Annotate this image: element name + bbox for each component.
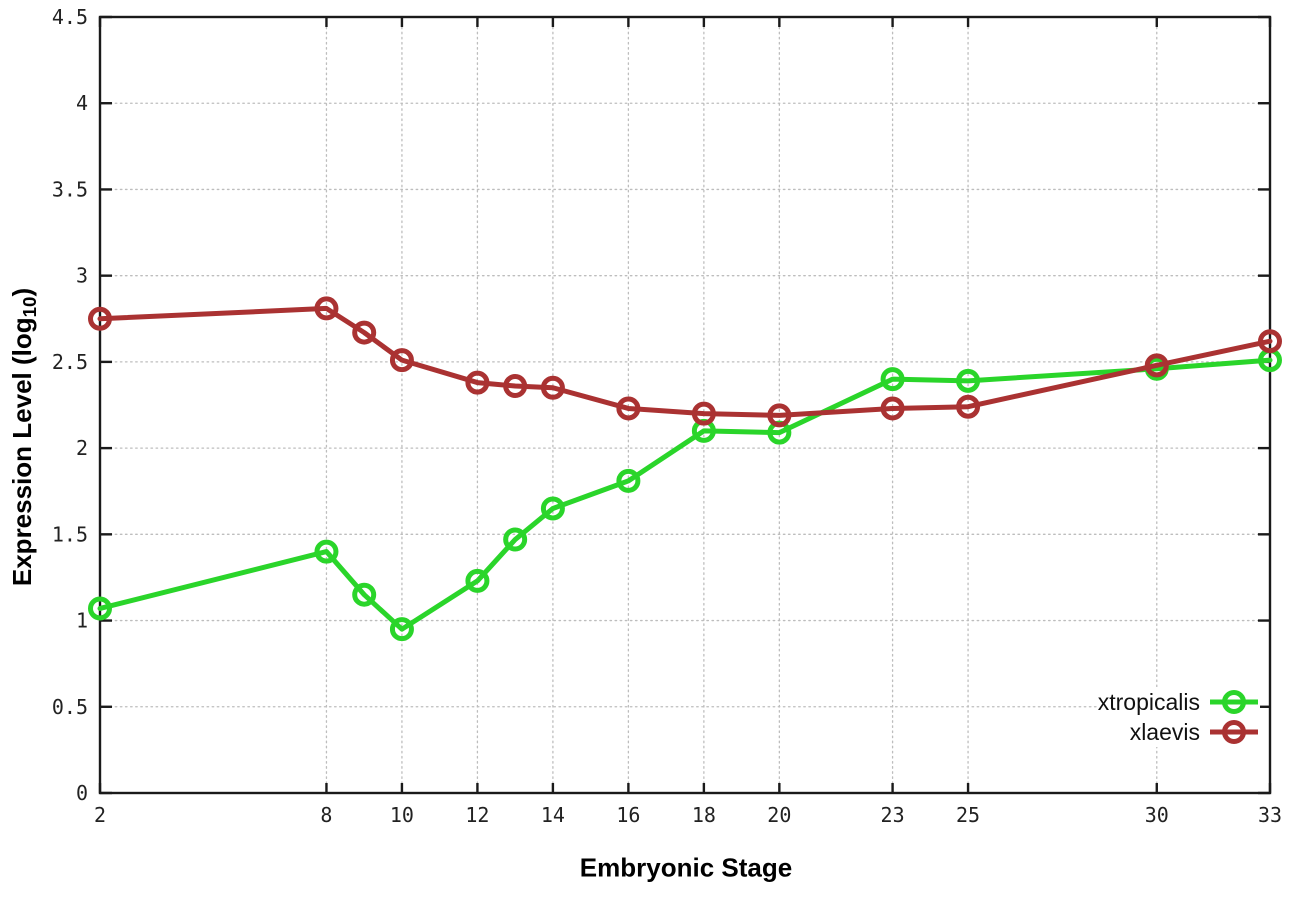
data-point-xlaevis xyxy=(88,306,112,331)
legend-label-xtropicalis: xtropicalis xyxy=(1097,688,1200,715)
x-tick-label: 18 xyxy=(692,803,716,827)
y-tick-label: 2 xyxy=(76,436,88,460)
x-tick-label: 23 xyxy=(881,803,905,827)
data-point-xtropicalis xyxy=(465,568,490,593)
data-point-xtropicalis xyxy=(616,468,641,493)
x-axis-label: Embryonic Stage xyxy=(579,852,793,883)
legend: xtropicalis xlaevis xyxy=(1097,687,1260,747)
data-point-xtropicalis xyxy=(880,367,905,392)
data-point-xtropicalis xyxy=(540,496,565,521)
data-point-xtropicalis xyxy=(503,527,528,552)
y-axis-label-text: Expression Level (log xyxy=(6,317,37,587)
data-point-xlaevis xyxy=(314,296,339,321)
data-point-xlaevis xyxy=(616,396,641,421)
legend-item-xlaevis: xlaevis xyxy=(1130,717,1260,747)
data-point-xlaevis xyxy=(956,394,981,419)
x-tick-label: 8 xyxy=(320,803,332,827)
legend-marker-icon-xtropicalis xyxy=(1210,690,1258,714)
data-point-xtropicalis xyxy=(314,539,339,564)
y-tick-label: 2.5 xyxy=(52,350,88,374)
y-tick-label: 1 xyxy=(76,609,88,633)
x-tick-label: 16 xyxy=(616,803,640,827)
x-tick-label: 10 xyxy=(390,803,414,827)
data-point-xlaevis xyxy=(1144,353,1169,378)
tick-marks xyxy=(98,15,1272,795)
y-axis-label: Expression Level (log10) xyxy=(7,288,41,586)
y-tick-label: 3.5 xyxy=(52,177,88,201)
plot-border xyxy=(98,15,1272,795)
x-tick-label: 33 xyxy=(1258,803,1282,827)
series-xlaevis xyxy=(88,296,1282,428)
data-point-xlaevis xyxy=(503,374,528,399)
data-point-xlaevis xyxy=(880,396,905,421)
data-point-xtropicalis xyxy=(88,596,112,621)
data-point-xlaevis xyxy=(352,320,377,345)
data-point-xlaevis xyxy=(540,375,565,400)
data-point-xtropicalis xyxy=(389,617,414,642)
x-tick-label: 25 xyxy=(956,803,980,827)
x-tick-label: 20 xyxy=(767,803,791,827)
data-point-xtropicalis xyxy=(956,368,981,393)
x-tick-label: 2 xyxy=(94,803,106,827)
legend-label-xlaevis: xlaevis xyxy=(1129,718,1200,745)
data-point-xlaevis xyxy=(691,401,716,426)
y-axis-label-close: ) xyxy=(6,287,37,297)
data-point-xlaevis xyxy=(389,348,414,373)
y-tick-label: 1.5 xyxy=(52,522,88,546)
y-tick-label: 0 xyxy=(76,781,88,805)
gridlines xyxy=(99,16,1271,794)
legend-item-xtropicalis: xtropicalis xyxy=(1098,687,1260,717)
legend-marker-icon-xlaevis xyxy=(1210,720,1258,744)
series-xtropicalis xyxy=(88,348,1282,642)
x-tick-label: 12 xyxy=(465,803,489,827)
data-point-xlaevis xyxy=(1258,329,1282,354)
data-point-xlaevis xyxy=(465,370,490,395)
x-tick-label: 14 xyxy=(541,803,565,827)
y-tick-label: 4 xyxy=(76,91,88,115)
data-point-xtropicalis xyxy=(352,582,377,607)
series-line-xtropicalis xyxy=(97,357,1273,632)
data-point-xlaevis xyxy=(767,403,792,428)
y-tick-label: 3 xyxy=(76,264,88,288)
y-tick-label: 0.5 xyxy=(52,695,88,719)
y-tick-label: 4.5 xyxy=(52,5,88,29)
y-axis-label-subscript: 10 xyxy=(19,296,41,318)
x-tick-label: 30 xyxy=(1145,803,1169,827)
tick-labels: 2 8 10 12 14 16 18 20 23 25 30 33 0 0.5 1 1.5 2 2.5 3 3.5 4 4… xyxy=(52,5,1282,827)
